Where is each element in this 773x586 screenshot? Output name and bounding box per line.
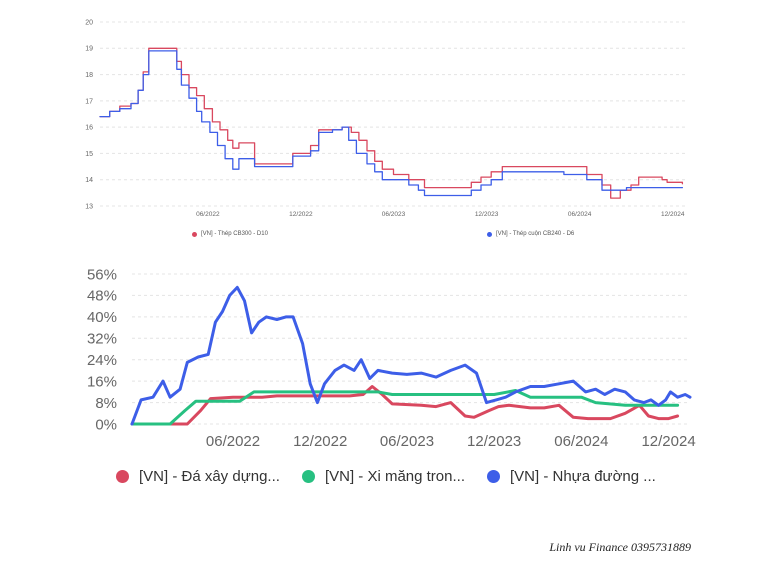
- x-tick-label-1-4: 06/2024: [554, 433, 608, 450]
- legend-dot-stone: [116, 470, 129, 483]
- y-tick-label-0-0: 13: [85, 203, 93, 210]
- legend-item-asphalt[interactable]: [VN] - Nhựa đường ...: [486, 468, 656, 485]
- legend-dot-cb240: [487, 231, 492, 237]
- legend-dot-cb300: [192, 231, 197, 237]
- legend-item-stone[interactable]: [VN] - Đá xây dựng...: [116, 468, 280, 485]
- legend-label-asphalt: [VN] - Nhựa đường ...: [509, 468, 656, 485]
- y-tick-label-1-3: 24%: [87, 352, 117, 369]
- x-tick-label-1-0: 06/2022: [206, 433, 260, 450]
- y-tick-label-1-4: 32%: [87, 331, 117, 348]
- y-tick-label-0-5: 18: [85, 72, 93, 79]
- series-line-1-0: [130, 385, 680, 426]
- series-line-1-1: [130, 389, 680, 426]
- x-tick-label-0-0: 06/2022: [196, 211, 220, 218]
- legend-dot-asphalt: [486, 470, 500, 483]
- y-tick-label-1-5: 40%: [87, 309, 117, 326]
- y-tick-label-1-0: 0%: [95, 416, 117, 433]
- y-tick-label-0-2: 15: [85, 151, 93, 158]
- legend-item-cement[interactable]: [VN] - Xi măng tron...: [301, 468, 465, 485]
- y-tick-label-1-7: 56%: [87, 266, 117, 283]
- y-tick-label-0-1: 14: [85, 177, 93, 184]
- y-tick-label-0-6: 19: [85, 46, 93, 53]
- legend-label-stone: [VN] - Đá xây dựng...: [139, 468, 280, 485]
- legend-bottom: [VN] - Đá xây dựng... [VN] - Xi măng tro…: [116, 468, 656, 485]
- x-tick-label-1-1: 12/2022: [293, 433, 347, 450]
- y-tick-label-1-1: 8%: [95, 395, 117, 412]
- x-tick-label-0-4: 06/2024: [568, 211, 592, 218]
- x-tick-label-0-1: 12/2022: [289, 211, 313, 218]
- x-tick-label-0-2: 06/2023: [382, 211, 406, 218]
- legend-label-cb240: [VN] - Thép cuộn CB240 - D6: [496, 231, 575, 237]
- x-tick-label-1-2: 06/2023: [380, 433, 434, 450]
- legend-item-cb300[interactable]: [VN] - Thép CB300 - D10: [192, 231, 268, 237]
- series-line-0-1: [99, 50, 684, 197]
- series-line-0-0: [99, 47, 684, 199]
- y-tick-label-0-4: 17: [85, 98, 93, 105]
- series-line-1-2: [130, 285, 692, 426]
- x-tick-label-1-5: 12/2024: [641, 433, 695, 450]
- x-tick-label-0-5: 12/2024: [661, 211, 685, 218]
- y-tick-label-0-3: 16: [85, 125, 93, 132]
- legend-dot-cement: [301, 470, 315, 483]
- y-tick-label-1-2: 16%: [87, 373, 117, 390]
- legend-label-cb300: [VN] - Thép CB300 - D10: [201, 231, 268, 237]
- x-tick-label-1-3: 12/2023: [467, 433, 521, 450]
- y-tick-label-0-7: 20: [85, 19, 93, 26]
- credit-text: Linh vu Finance 0395731889: [549, 540, 691, 554]
- legend-item-cb240[interactable]: [VN] - Thép cuộn CB240 - D6: [487, 231, 574, 237]
- y-tick-label-1-6: 48%: [87, 288, 117, 305]
- x-tick-label-0-3: 12/2023: [475, 211, 499, 218]
- legend-label-cement: [VN] - Xi măng tron...: [324, 468, 465, 485]
